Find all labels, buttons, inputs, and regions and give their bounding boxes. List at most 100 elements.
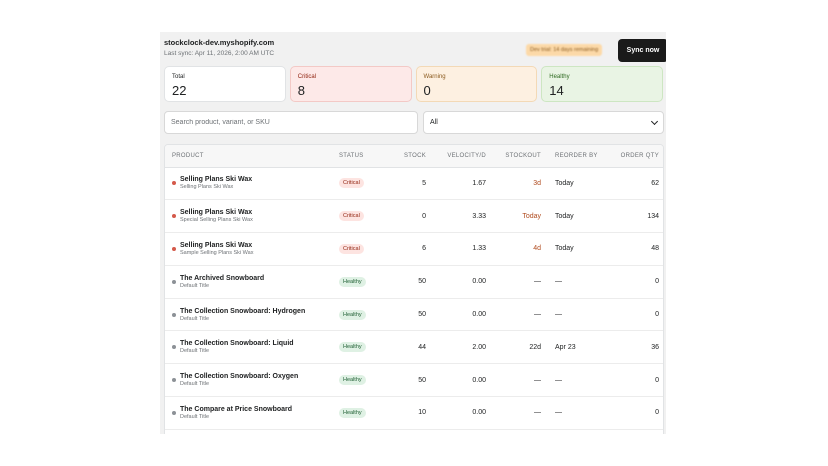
col-stock[interactable]: STOCK bbox=[391, 145, 426, 168]
table-row[interactable]: The Archived Snowboard Default Title Healt… bbox=[165, 265, 663, 299]
table-row[interactable]: The Collection Snowboard: Liquid Default … bbox=[165, 331, 663, 364]
table-row[interactable]: Selling Plans Ski Wax Selling Plans Ski W… bbox=[165, 167, 663, 200]
table-row[interactable]: The Collection Snowboard: Oxygen Default … bbox=[165, 364, 663, 397]
table-row[interactable]: The Collection Snowboard: Hydrogen Defaul… bbox=[165, 298, 663, 331]
plan-badge: Dev trial: 14 days remaining bbox=[526, 44, 603, 56]
status-filter-select[interactable]: All bbox=[423, 111, 664, 134]
warning-value: 0 bbox=[423, 83, 431, 98]
product-name: The Archived Snowboard bbox=[180, 274, 265, 282]
status-cell: Critical bbox=[339, 200, 391, 233]
order-qty-cell: 0 bbox=[655, 409, 659, 417]
product-cell: Selling Plans Ski Wax Sample Selling Plan… bbox=[165, 233, 339, 266]
variant-name: Selling Plans Ski Wax bbox=[180, 184, 234, 191]
inventory-table: PRODUCT STATUS STOCK VELOCITY/D STOCKOUT… bbox=[164, 144, 664, 434]
velocity-cell: 3.33 bbox=[472, 212, 486, 220]
variant-name: Default Title bbox=[180, 282, 210, 289]
summary-cards: Total 22 Critical 8 Warning 0 Healthy 14 bbox=[164, 66, 663, 102]
product-cell: The Archived Snowboard Default Title bbox=[165, 265, 339, 298]
order-qty-cell: 48 bbox=[651, 245, 659, 253]
stock-cell: 10 bbox=[418, 409, 426, 417]
critical-value: 8 bbox=[297, 83, 305, 98]
status-dot-icon bbox=[172, 345, 176, 350]
status-filter-value: All bbox=[430, 119, 438, 126]
warning-card[interactable]: Warning 0 bbox=[415, 66, 538, 102]
product-cell: The Collection Snowboard: Hydrogen Defaul… bbox=[165, 298, 339, 331]
col-product[interactable]: PRODUCT bbox=[165, 145, 339, 168]
status-dot-icon bbox=[172, 279, 176, 284]
search-input[interactable] bbox=[164, 111, 418, 134]
total-label: Total bbox=[172, 74, 185, 80]
stockout-cell: Today bbox=[522, 212, 541, 220]
status-cell: Healthy bbox=[339, 298, 391, 331]
table-row[interactable]: Selling Plans Ski Wax Special Selling Pla… bbox=[165, 200, 663, 233]
chevron-down-icon bbox=[650, 117, 659, 125]
reorder-by-cell: Apr 23 bbox=[555, 343, 576, 351]
product-name: Selling Plans Ski Wax bbox=[180, 176, 253, 184]
product-name: The Collection Snowboard: Hydrogen bbox=[180, 307, 306, 315]
stockout-cell: — bbox=[534, 278, 541, 286]
status-badge: Critical bbox=[339, 211, 364, 222]
sync-now-button[interactable]: Sync now bbox=[618, 39, 666, 62]
status-dot-icon bbox=[172, 214, 176, 219]
velocity-cell: 2.00 bbox=[472, 343, 486, 351]
table-row[interactable]: Selling Plans Ski Wax Sample Selling Plan… bbox=[165, 233, 663, 266]
status-badge: Healthy bbox=[339, 342, 366, 353]
product-name: The Collection Snowboard: Oxygen bbox=[180, 373, 299, 381]
header: stockclock-dev.myshopify.com Last sync: … bbox=[164, 36, 666, 64]
status-cell: Critical bbox=[339, 167, 391, 200]
status-cell: Healthy bbox=[339, 265, 391, 298]
variant-name: Default Title bbox=[180, 315, 210, 322]
status-badge: Critical bbox=[339, 178, 364, 189]
product-name: The Collection Snowboard: Liquid bbox=[180, 340, 294, 348]
col-reorder-by[interactable]: REORDER BY bbox=[541, 145, 601, 168]
app-container: stockclock-dev.myshopify.com Last sync: … bbox=[160, 32, 666, 434]
status-cell: Healthy bbox=[339, 331, 391, 364]
order-qty-cell: 0 bbox=[655, 376, 659, 384]
healthy-card[interactable]: Healthy 14 bbox=[541, 66, 663, 102]
reorder-by-cell: — bbox=[555, 409, 562, 417]
velocity-cell: 1.67 bbox=[472, 179, 486, 187]
col-velocity[interactable]: VELOCITY/D bbox=[426, 145, 486, 168]
variant-name: Sample Selling Plans Ski Wax bbox=[180, 249, 254, 256]
variant-name: Special Selling Plans Ski Wax bbox=[180, 217, 253, 224]
status-badge: Critical bbox=[339, 243, 364, 254]
velocity-cell: 0.00 bbox=[472, 376, 486, 384]
status-dot-icon bbox=[172, 410, 176, 415]
reorder-by-cell: Today bbox=[555, 212, 574, 220]
total-card: Total 22 bbox=[164, 66, 286, 102]
product-name: Selling Plans Ski Wax bbox=[180, 241, 253, 249]
stockout-cell: 22d bbox=[529, 343, 541, 351]
status-dot-icon bbox=[172, 378, 176, 383]
stockout-cell: — bbox=[534, 376, 541, 384]
reorder-by-cell: Today bbox=[555, 179, 574, 187]
reorder-by-cell: — bbox=[555, 278, 562, 286]
critical-card[interactable]: Critical 8 bbox=[289, 66, 412, 102]
status-cell: Healthy bbox=[339, 397, 391, 430]
status-badge: Healthy bbox=[339, 407, 366, 418]
order-qty-cell: 36 bbox=[651, 343, 659, 351]
status-badge: Healthy bbox=[339, 309, 366, 320]
order-qty-cell: 0 bbox=[655, 278, 659, 286]
status-dot-icon bbox=[172, 312, 176, 317]
col-stockout[interactable]: STOCKOUT bbox=[486, 145, 541, 168]
col-status[interactable]: STATUS bbox=[339, 145, 391, 168]
status-dot-icon bbox=[172, 181, 176, 186]
shop-name: stockclock-dev.myshopify.com bbox=[164, 38, 275, 47]
stock-cell: 6 bbox=[422, 245, 426, 253]
status-badge: Healthy bbox=[339, 375, 366, 386]
healthy-value: 14 bbox=[549, 83, 564, 98]
variant-name: Default Title bbox=[180, 413, 210, 420]
product-cell: The Collection Snowboard: Liquid Default … bbox=[165, 331, 339, 364]
product-name: The Compare at Price Snowboard bbox=[180, 405, 293, 413]
stock-cell: 50 bbox=[418, 376, 426, 384]
col-order-qty[interactable]: ORDER QTY bbox=[601, 145, 663, 168]
table-row[interactable]: The Compare at Price Snowboard Default Ti… bbox=[165, 397, 663, 430]
order-qty-cell: 62 bbox=[651, 179, 659, 187]
stock-cell: 0 bbox=[422, 212, 426, 220]
velocity-cell: 0.00 bbox=[472, 278, 486, 286]
stockout-cell: — bbox=[534, 311, 541, 319]
order-qty-cell: 134 bbox=[647, 212, 659, 220]
reorder-by-cell: Today bbox=[555, 245, 574, 253]
velocity-cell: 0.00 bbox=[472, 409, 486, 417]
stockout-cell: — bbox=[534, 409, 541, 417]
